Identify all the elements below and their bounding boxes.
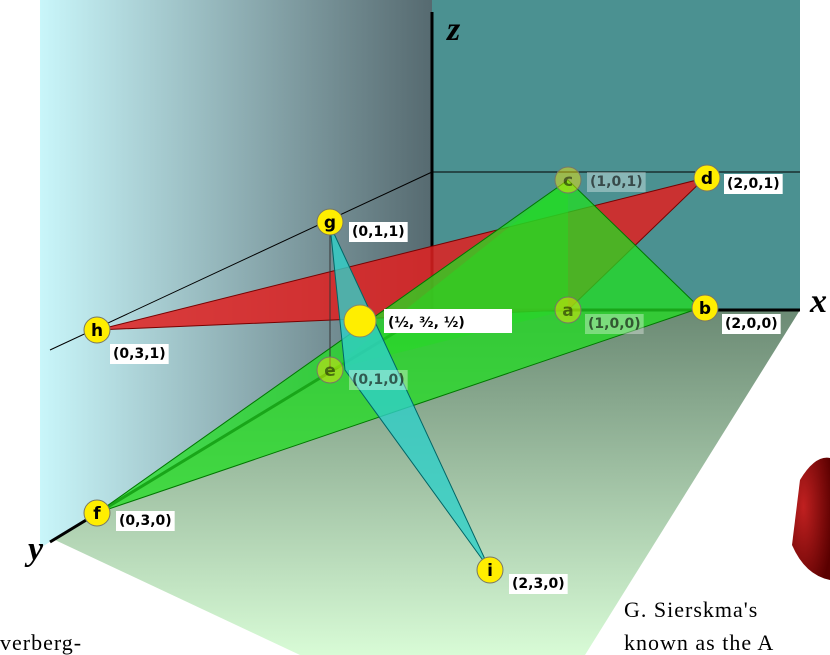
point — [691, 294, 719, 322]
z-label: z — [446, 11, 461, 48]
point — [554, 166, 582, 194]
coord-label: (2,0,0) — [725, 316, 778, 332]
label-box — [116, 511, 175, 531]
coord-label: (1,0,1) — [590, 174, 643, 190]
midpoint — [343, 304, 377, 338]
point-letter: g — [324, 213, 336, 233]
point-letter: c — [563, 171, 573, 191]
point-letter: h — [91, 321, 103, 341]
label-box — [110, 344, 169, 364]
sphere — [792, 457, 830, 580]
label-box — [349, 222, 408, 242]
coord-label: (0,1,0) — [352, 372, 405, 388]
label-box — [724, 174, 783, 194]
point — [476, 556, 504, 584]
grid-line — [49, 171, 433, 351]
label-box — [587, 172, 646, 192]
point-letter: a — [562, 301, 573, 321]
coord-label: (0,3,1) — [113, 346, 166, 362]
midpoint-label: (½, ³⁄₂, ½) — [388, 315, 465, 331]
x-label: x — [809, 283, 827, 320]
coord-label: (2,3,0) — [512, 576, 565, 592]
point-letter: d — [701, 169, 713, 189]
coord-label: (0,3,0) — [119, 513, 172, 529]
point — [83, 499, 111, 527]
point — [554, 296, 582, 324]
coord-label: (2,0,1) — [727, 176, 780, 192]
label-box — [585, 314, 644, 334]
point — [693, 164, 721, 192]
left-wall — [40, 0, 432, 548]
point-letter: b — [699, 299, 711, 319]
caption: G. Sierskma's — [624, 597, 758, 622]
label-box — [349, 370, 408, 390]
point — [316, 208, 344, 236]
coord-label: (1,0,0) — [588, 316, 641, 332]
caption: known as the A — [624, 630, 774, 655]
coord-label: (0,1,1) — [352, 224, 405, 240]
point — [316, 356, 344, 384]
point — [83, 316, 111, 344]
caption: verberg- — [0, 630, 82, 655]
point-letter: i — [487, 561, 493, 581]
label-box — [509, 574, 568, 594]
label-box — [384, 309, 512, 333]
label-box — [722, 314, 781, 334]
point-letter: f — [93, 504, 101, 524]
point-letter: e — [324, 361, 336, 381]
y-label: y — [24, 531, 44, 568]
